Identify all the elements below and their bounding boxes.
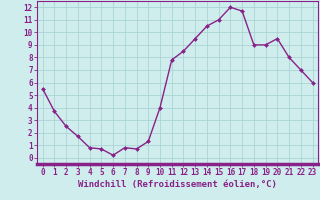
X-axis label: Windchill (Refroidissement éolien,°C): Windchill (Refroidissement éolien,°C)	[78, 180, 277, 189]
